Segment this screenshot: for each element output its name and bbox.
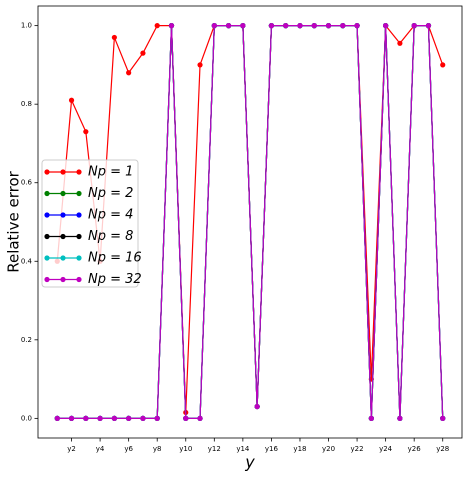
x-tick-label: y4 bbox=[96, 445, 105, 453]
point bbox=[168, 23, 175, 29]
y-tick-label: 0.0 bbox=[21, 414, 32, 422]
point bbox=[126, 415, 132, 421]
x-axis-label: y bbox=[244, 453, 255, 472]
point bbox=[140, 415, 146, 421]
legend-marker bbox=[76, 255, 82, 261]
point bbox=[283, 23, 289, 29]
legend-marker bbox=[60, 190, 66, 197]
legend-marker bbox=[44, 169, 50, 175]
legend-marker bbox=[60, 169, 66, 175]
y-tick-label: 0.2 bbox=[21, 336, 32, 344]
point bbox=[368, 415, 374, 421]
y-tick-label: 0.4 bbox=[21, 257, 33, 265]
legend-marker bbox=[44, 190, 50, 197]
point bbox=[268, 23, 275, 29]
x-tick-label: y2 bbox=[67, 445, 76, 453]
x-tick-label: y24 bbox=[379, 445, 393, 453]
legend-label: Np = 8 bbox=[88, 229, 133, 244]
x-tick-label: y28 bbox=[436, 445, 449, 453]
x-tick-label: y18 bbox=[293, 445, 306, 453]
legend-marker bbox=[76, 169, 82, 175]
legend-marker bbox=[44, 212, 50, 218]
axes-frame bbox=[37, 5, 463, 439]
point bbox=[440, 62, 446, 68]
y-axis-label: Relative error bbox=[5, 170, 23, 272]
y-tick-label: 0.6 bbox=[21, 179, 33, 187]
point bbox=[225, 23, 232, 29]
legend-label: Np = 4 bbox=[88, 208, 133, 223]
point bbox=[197, 415, 203, 421]
point bbox=[83, 129, 89, 135]
legend-marker bbox=[44, 255, 50, 261]
point bbox=[197, 62, 203, 68]
legend-marker bbox=[76, 276, 82, 283]
legend-label: Np = 16 bbox=[88, 251, 142, 266]
series-line bbox=[57, 25, 444, 419]
x-tick-label: y14 bbox=[236, 445, 250, 453]
point bbox=[54, 415, 60, 421]
x-tick-label: y16 bbox=[265, 445, 279, 453]
x-tick-label: y6 bbox=[124, 445, 133, 453]
point bbox=[297, 23, 303, 29]
point bbox=[254, 403, 260, 410]
point bbox=[154, 23, 160, 29]
legend-label: Np = 2 bbox=[88, 186, 133, 201]
point bbox=[111, 34, 117, 41]
x-tick-label: y26 bbox=[408, 445, 422, 453]
point bbox=[154, 415, 160, 421]
legend-marker bbox=[44, 233, 50, 240]
legend-marker bbox=[60, 276, 66, 283]
legend-marker bbox=[44, 276, 50, 283]
legend-label: Np = 1 bbox=[88, 165, 133, 180]
legend-marker bbox=[76, 190, 82, 197]
point bbox=[397, 40, 403, 46]
legend-marker bbox=[60, 233, 66, 240]
x-tick-label: y8 bbox=[153, 445, 162, 453]
point bbox=[111, 415, 117, 421]
point bbox=[97, 415, 103, 421]
point bbox=[325, 23, 332, 29]
point bbox=[126, 70, 132, 76]
point bbox=[68, 97, 75, 103]
point bbox=[383, 23, 389, 29]
x-tick-label: y20 bbox=[322, 445, 335, 453]
point bbox=[440, 415, 446, 421]
legend-marker bbox=[76, 212, 82, 218]
y-tick-label: 0.8 bbox=[21, 100, 32, 108]
point bbox=[140, 50, 146, 56]
point bbox=[411, 23, 417, 29]
legend-box bbox=[41, 159, 139, 288]
legend-label: Np = 32 bbox=[88, 272, 142, 287]
legend-marker bbox=[60, 255, 66, 261]
point bbox=[311, 23, 317, 29]
point bbox=[354, 23, 360, 29]
point bbox=[183, 415, 189, 421]
point bbox=[240, 23, 246, 29]
point bbox=[211, 23, 217, 29]
legend-marker bbox=[60, 212, 66, 218]
x-tick-label: y12 bbox=[208, 445, 221, 453]
point bbox=[68, 415, 75, 421]
point bbox=[83, 415, 89, 421]
y-tick-label: 1.0 bbox=[21, 22, 32, 30]
point bbox=[425, 23, 432, 29]
legend-marker bbox=[76, 233, 82, 240]
point bbox=[397, 415, 403, 421]
point bbox=[340, 23, 346, 29]
x-tick-label: y10 bbox=[179, 445, 192, 453]
x-tick-label: y22 bbox=[351, 445, 364, 453]
